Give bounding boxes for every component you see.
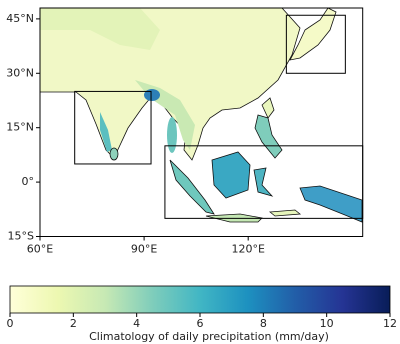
y-tick-label: 15°S (8, 230, 34, 243)
x-tick-label: 90°E (131, 243, 157, 256)
colorbar-tick-label: 4 (133, 317, 140, 330)
y-tick-label: 15°N (6, 121, 34, 134)
region-box (74, 90, 152, 165)
y-tick-label: 0° (22, 175, 35, 188)
colorbar-tick-label: 0 (7, 317, 14, 330)
colorbar (9, 285, 391, 314)
x-tick-label: 60°E (27, 243, 53, 256)
colorbar-tick-label: 10 (320, 317, 334, 330)
precipitation-field (40, 8, 363, 237)
y-tick-label: 30°N (6, 66, 34, 79)
region-box (164, 145, 364, 219)
region-box (285, 14, 346, 74)
y-tick-label: 45°N (6, 12, 34, 25)
colorbar-tick-label: 12 (383, 317, 397, 330)
colorbar-tick-label: 2 (70, 317, 77, 330)
colorbar-tick-label: 8 (260, 317, 267, 330)
colorbar-label: Climatology of daily precipitation (mm/d… (89, 330, 329, 343)
colorbar-tick-label: 6 (197, 317, 204, 330)
x-tick-label: 120°E (231, 243, 264, 256)
map-frame (39, 7, 364, 237)
